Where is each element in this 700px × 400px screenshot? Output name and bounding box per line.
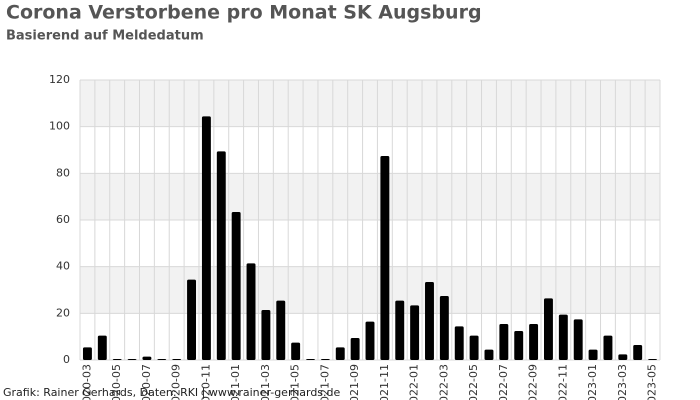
- y-tick-label: 80: [56, 166, 70, 179]
- x-tick-label: 2021-03: [259, 364, 272, 400]
- grid-band: [80, 173, 660, 220]
- bar: [425, 282, 434, 360]
- bar: [246, 263, 256, 360]
- bar: [573, 319, 583, 360]
- grid-band: [80, 266, 660, 314]
- bar: [618, 354, 628, 360]
- x-tick-label: 2023-03: [616, 364, 629, 400]
- bar: [544, 298, 553, 360]
- x-tick-label: 2022-11: [556, 364, 569, 400]
- x-tick-label: 2022-09: [527, 364, 540, 400]
- bar: [633, 345, 643, 360]
- x-tick-label: 2022-07: [497, 364, 510, 400]
- bar: [469, 335, 479, 360]
- x-tick-label: 2021-11: [378, 364, 391, 400]
- grid-band: [80, 80, 660, 127]
- bar: [201, 116, 211, 360]
- bar: [216, 151, 226, 360]
- chart-subtitle: Basierend auf Meldedatum: [6, 29, 204, 44]
- bar: [603, 335, 613, 360]
- y-tick-label: 120: [49, 73, 70, 86]
- bar: [82, 347, 92, 360]
- x-tick-label: 2021-09: [348, 364, 361, 400]
- bar: [261, 310, 271, 360]
- x-tick-label: 2020-07: [140, 364, 153, 400]
- x-tick-label: 2023-05: [646, 364, 659, 400]
- y-tick-label: 0: [63, 353, 70, 366]
- bar: [97, 335, 107, 360]
- bar: [231, 212, 241, 360]
- y-tick-label: 100: [49, 120, 70, 133]
- x-tick-label: 2023-01: [586, 364, 599, 400]
- bar: [484, 349, 494, 360]
- y-tick-label: 40: [56, 260, 70, 273]
- x-tick-label: 2020-05: [110, 364, 123, 400]
- bar: [172, 359, 182, 360]
- x-tick-label: 2022-01: [408, 364, 421, 400]
- bar: [187, 279, 196, 360]
- bar: [395, 300, 405, 360]
- x-tick-label: 2022-05: [467, 364, 480, 400]
- x-tick-label: 2021-07: [318, 364, 331, 400]
- bar: [439, 296, 449, 360]
- bar: [558, 314, 568, 360]
- bar: [380, 156, 390, 360]
- bar: [320, 359, 330, 360]
- bar: [514, 331, 524, 360]
- x-tick-label: 2020-11: [199, 364, 212, 400]
- bar: [142, 356, 152, 360]
- bar: [529, 324, 539, 360]
- bar: [365, 321, 375, 360]
- x-tick-label: 2020-09: [170, 364, 183, 400]
- bar: [350, 338, 360, 360]
- footer: Grafik: Rainer Gerhards, Daten: RKI | ww…: [3, 386, 341, 399]
- bar: [335, 347, 345, 360]
- bar: [112, 359, 122, 360]
- x-tick-label: 2021-01: [229, 364, 242, 400]
- bar: [499, 324, 509, 360]
- bar: [276, 300, 286, 360]
- chart-title: Corona Verstorbene pro Monat SK Augsburg: [6, 2, 482, 24]
- bar: [648, 359, 658, 360]
- bar: [157, 359, 167, 360]
- bar: [588, 349, 598, 360]
- y-tick-label: 60: [56, 213, 70, 226]
- x-tick-label: 2020-03: [80, 364, 93, 400]
- bar: [410, 305, 420, 360]
- bar: [454, 326, 464, 360]
- bar: [291, 342, 301, 360]
- x-tick-label: 2022-03: [437, 364, 450, 400]
- y-tick-label: 20: [56, 306, 70, 319]
- bar: [127, 359, 137, 360]
- bar: [306, 359, 315, 360]
- x-tick-label: 2021-05: [289, 364, 302, 400]
